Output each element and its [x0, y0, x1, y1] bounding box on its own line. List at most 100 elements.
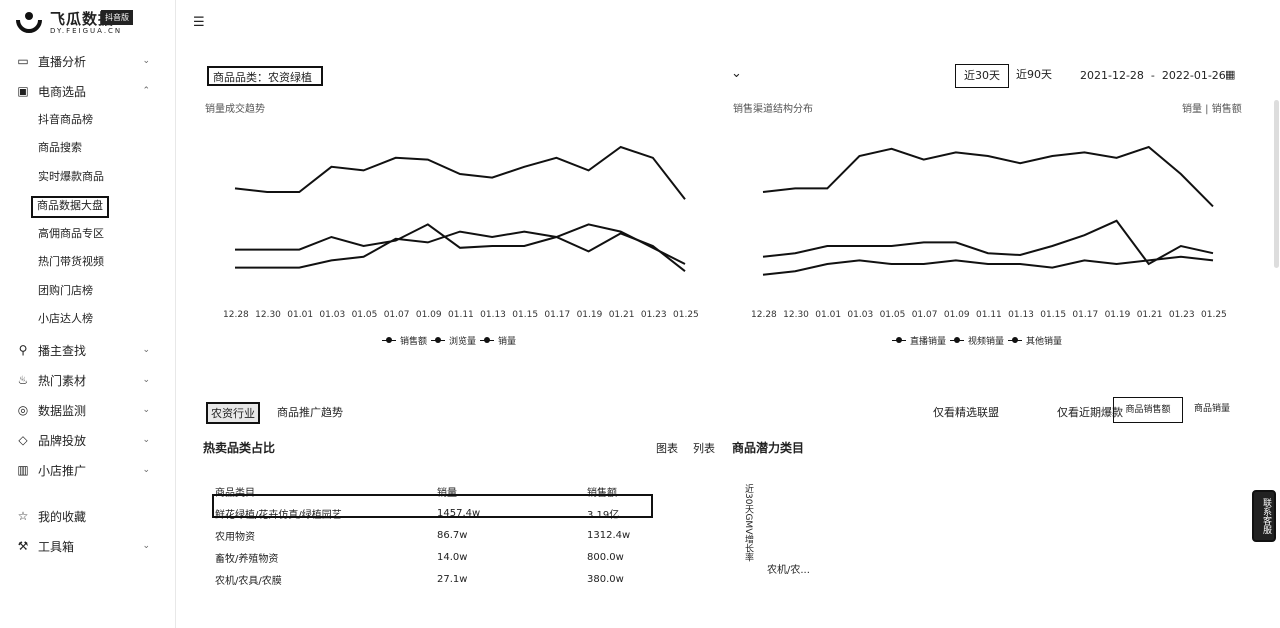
cell-amount: 800.0w: [587, 551, 624, 563]
wrench-icon: ⚒: [17, 539, 29, 553]
series-line-2: [235, 223, 686, 265]
table-row[interactable]: 农机/农具/农膜 27.1w 380.0w: [215, 568, 655, 590]
nav-item-monitoring[interactable]: ◎ 数据监测 ⌄: [17, 403, 150, 418]
chevron-down-icon[interactable]: ⌄: [731, 66, 742, 81]
x-tick-label: 01.23: [1168, 310, 1195, 320]
hamburger-icon[interactable]: ☰: [193, 15, 205, 30]
sub-item-high-commission[interactable]: 高佣商品专区: [38, 227, 104, 240]
sub-item-product-dashboard[interactable]: 商品数据大盘: [31, 196, 109, 218]
range-90-days-button[interactable]: 近90天: [1016, 68, 1052, 81]
nav-item-brand[interactable]: ◇ 品牌投放 ⌄: [16, 430, 156, 450]
legend-marker: [950, 336, 965, 345]
x-tick-label: 01.03: [847, 310, 874, 320]
cell-volume: 14.0w: [437, 551, 468, 563]
tag-icon: ◇: [18, 433, 28, 447]
category-table: 商品类目 销量 销售额 鲜花绿植/花卉仿真/绿植园艺 1457.4w 3.19亿…: [215, 480, 655, 590]
cell-volume: 27.1w: [437, 573, 468, 585]
option-recent-hot[interactable]: 仅看近期爆款: [1057, 406, 1123, 419]
chevron-down-icon: ⌄: [142, 541, 150, 551]
toggle-sales-amount[interactable]: 商品销售额: [1113, 397, 1183, 423]
date-range-picker[interactable]: 2021-12-28 - 2022-01-26: [1080, 69, 1226, 82]
sales-trend-chart: [234, 145, 686, 272]
table-row[interactable]: 畜牧/养殖物资 14.0w 800.0w: [215, 546, 655, 568]
chevron-down-icon: ⌄: [142, 56, 150, 66]
x-tick-label: 01.15: [1040, 310, 1067, 320]
legend-marker: [892, 336, 906, 345]
series-line-3: [762, 255, 1214, 276]
channel-legend: 直播销量 视频销量 其他销量: [892, 334, 1062, 347]
legend-item-2: 浏览量: [449, 337, 477, 347]
x-tick-label: 01.17: [544, 310, 571, 320]
series-line-1: [762, 145, 1214, 208]
range-30-days-button[interactable]: 近30天: [955, 64, 1009, 88]
x-tick-label: 01.11: [448, 310, 474, 320]
option-selected-union[interactable]: 仅看精选联盟: [933, 406, 999, 419]
cell-amount: 3.19亿: [587, 509, 620, 521]
x-tick-label: 01.01: [815, 310, 842, 320]
nav-item-live-analysis[interactable]: ▭ 直播分析 ⌄: [17, 54, 150, 69]
sub-item-product-search[interactable]: 商品搜索: [38, 141, 82, 154]
x-tick-label: 12.28: [223, 310, 249, 320]
nav-item-toolbox[interactable]: ⚒ 工具箱 ⌄: [17, 539, 150, 554]
legend-marker: [1008, 336, 1023, 345]
nav-item-hot-material[interactable]: ♨ 热门素材 ⌄: [17, 373, 150, 388]
nav-item-favorites[interactable]: ☆ 我的收藏: [17, 509, 87, 524]
chart-title-sales-trend: 销量成交趋势: [205, 104, 265, 115]
chart-right-label[interactable]: 销量 | 销售额: [1182, 104, 1242, 115]
col-amount: 销售额: [587, 487, 617, 499]
sub-item-hot-videos[interactable]: 热门带货视频: [38, 255, 104, 268]
legend-item-3: 其他销量: [1026, 337, 1063, 347]
target-icon: ◎: [17, 403, 29, 417]
x-tick-label: 12.30: [783, 310, 809, 320]
nav-item-ecommerce[interactable]: ▣ 电商选品 ⌃: [17, 84, 150, 99]
legend-marker: [480, 336, 495, 345]
sub-item-hot-products[interactable]: 实时爆款商品: [38, 170, 104, 183]
category-filter[interactable]: 商品品类：农资绿植: [207, 66, 323, 86]
chevron-down-icon: ⌄: [142, 405, 150, 415]
nav-item-streamer-search[interactable]: ⚲ 播主查找 ⌄: [16, 340, 156, 360]
cell-volume: 1457.4w: [437, 507, 481, 519]
legend-item-3: 销量: [498, 337, 517, 347]
series-line-3: [235, 230, 686, 272]
bubble-label: 农机/农...: [767, 565, 810, 576]
nav-item-shop-promo[interactable]: ▥ 小店推广 ⌄: [17, 463, 150, 478]
brand-title: 飞瓜数据: [50, 10, 115, 28]
sub-item-douyin-rank[interactable]: 抖音商品榜: [38, 113, 93, 126]
table-header: 商品类目 销量 销售额: [215, 480, 655, 502]
logo-icon: [16, 12, 42, 33]
x-tick-label: 01.05: [351, 310, 378, 320]
toggle-sales-volume[interactable]: 商品销量: [1193, 404, 1230, 414]
x-tick-label: 01.13: [480, 310, 506, 320]
table-row[interactable]: 鲜花绿植/花卉仿真/绿植园艺 1457.4w 3.19亿: [215, 502, 655, 524]
sub-item-shop-talent[interactable]: 小店达人榜: [38, 312, 93, 325]
x-tick-label: 01.23: [640, 310, 667, 320]
chevron-down-icon: ⌄: [142, 345, 150, 355]
calendar-icon[interactable]: ▦: [1225, 68, 1236, 81]
cell-category: 鲜花绿植/花卉仿真/绿植园艺: [215, 509, 342, 521]
legend-item-1: 销售额: [400, 337, 428, 347]
cell-category: 农机/农具/农膜: [215, 575, 282, 587]
tab-industry[interactable]: 农资行业: [206, 402, 260, 424]
cell-amount: 380.0w: [587, 573, 624, 585]
sub-item-group-stores[interactable]: 团购门店榜: [38, 284, 93, 297]
legend-item-1: 直播销量: [910, 337, 947, 347]
x-tick-label: 01.19: [1104, 310, 1131, 320]
scrollbar[interactable]: [1274, 100, 1279, 268]
channel-chart: [762, 145, 1214, 276]
potential-title: 商品潜力类目: [732, 441, 805, 455]
x-tick-label: 01.11: [976, 310, 1002, 320]
cell-amount: 1312.4w: [587, 529, 631, 541]
tab-promo-trend[interactable]: 商品推广趋势: [277, 406, 343, 419]
x-tick-label: 01.17: [1072, 310, 1099, 320]
user-search-icon: ⚲: [18, 343, 28, 357]
view-tab-chart[interactable]: 图表: [656, 442, 678, 455]
x-tick-label: 01.21: [1136, 310, 1163, 320]
highlight-row: [212, 494, 653, 518]
x-tick-label: 01.19: [576, 310, 603, 320]
customer-service-button[interactable]: 联系客服: [1252, 490, 1276, 542]
table-row[interactable]: 农用物资 86.7w 1312.4w: [215, 524, 655, 546]
x-tick-label: 01.09: [943, 310, 970, 320]
chevron-up-icon: ⌃: [142, 86, 150, 96]
view-tab-list[interactable]: 列表: [693, 442, 715, 455]
x-tick-label: 01.05: [879, 310, 906, 320]
